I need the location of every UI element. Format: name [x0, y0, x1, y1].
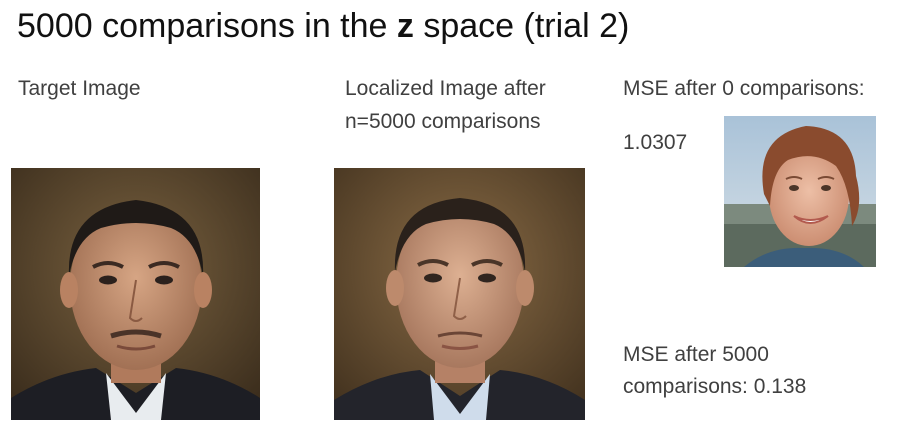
localized-label-line2: n=5000 comparisons	[345, 110, 541, 133]
slide-title: 5000 comparisons in the z space (trial 2…	[17, 6, 629, 46]
title-prefix: 5000 comparisons in the	[17, 7, 397, 45]
localized-face-image	[334, 168, 585, 420]
mse-initial-label: MSE after 0 comparisons:	[623, 77, 865, 100]
target-face-image	[11, 168, 260, 420]
initial-face-image	[724, 116, 876, 267]
target-image-label: Target Image	[18, 77, 141, 100]
localized-label-line1: Localized Image after	[345, 77, 546, 100]
title-suffix: space (trial 2)	[413, 7, 630, 45]
title-bold-z: z	[396, 7, 414, 45]
mse-final-label-line2: comparisons: 0.138	[623, 375, 807, 398]
mse-initial-value: 1.0307	[623, 131, 688, 154]
mse-final-label-line1: MSE after 5000	[623, 343, 769, 366]
